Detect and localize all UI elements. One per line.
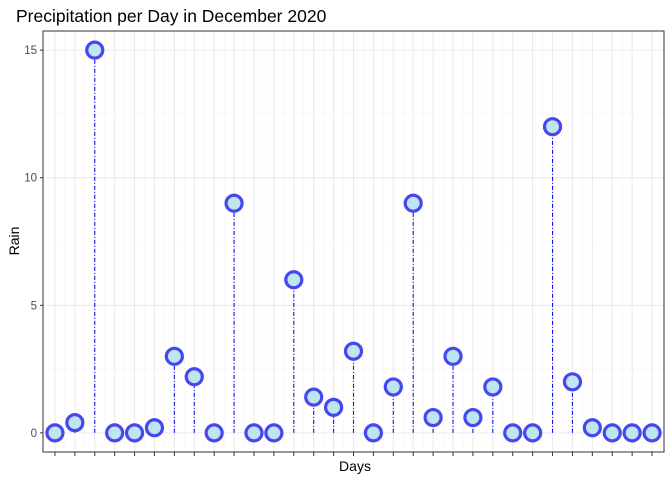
data-point xyxy=(582,418,602,438)
data-point xyxy=(105,423,125,443)
data-point xyxy=(343,341,364,361)
y-tick-label: 5 xyxy=(31,300,37,312)
data-point xyxy=(562,372,583,392)
data-point xyxy=(323,397,344,417)
data-point xyxy=(363,423,384,443)
data-point xyxy=(164,346,184,366)
data-point xyxy=(284,270,304,290)
data-point xyxy=(383,377,403,397)
data-point xyxy=(65,413,85,433)
y-tick-label: 15 xyxy=(24,45,37,57)
chart-title: Precipitation per Day in December 2020 xyxy=(16,6,327,26)
data-point xyxy=(483,377,503,397)
x-axis-title: Days xyxy=(339,458,371,474)
data-point xyxy=(503,423,523,443)
data-point xyxy=(224,193,244,213)
points xyxy=(45,40,662,443)
data-point xyxy=(244,423,264,443)
data-point xyxy=(542,117,563,137)
data-point xyxy=(45,423,65,443)
data-point xyxy=(124,423,145,443)
data-point xyxy=(523,423,543,443)
data-point xyxy=(423,407,443,428)
y-axis-title: Rain xyxy=(6,227,22,256)
data-point xyxy=(642,423,662,443)
data-point xyxy=(304,387,324,407)
data-point xyxy=(184,367,204,387)
data-point xyxy=(204,423,224,443)
data-point xyxy=(602,423,622,443)
data-point xyxy=(622,423,642,443)
data-point xyxy=(264,423,284,443)
data-point xyxy=(443,346,463,366)
data-point xyxy=(144,418,165,438)
x-axis xyxy=(54,452,653,456)
y-tick-label: 10 xyxy=(24,173,37,185)
data-point xyxy=(85,40,105,60)
stems xyxy=(74,50,593,433)
y-tick-label: 0 xyxy=(31,428,37,440)
data-point xyxy=(403,193,423,213)
y-axis: 0 5 10 15 xyxy=(24,45,43,440)
data-point xyxy=(463,407,483,428)
